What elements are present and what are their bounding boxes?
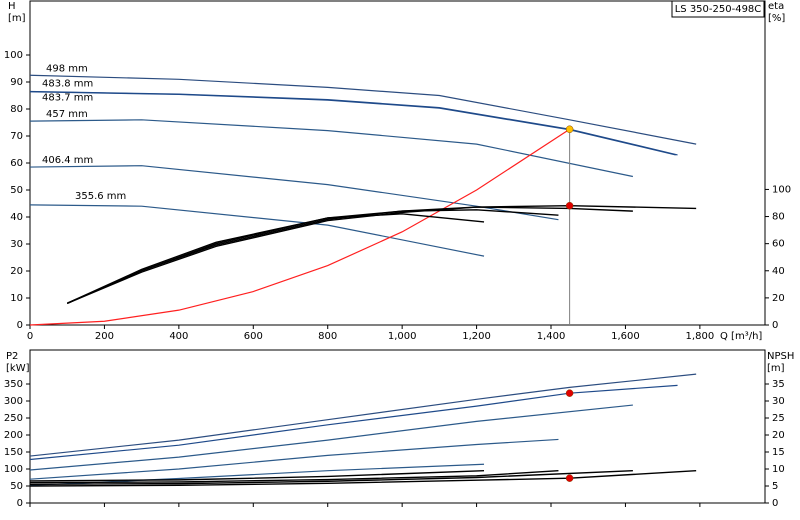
x-tick-label: 1,800: [686, 331, 715, 342]
curve: [29, 404, 633, 471]
curve: [29, 91, 676, 156]
y-tick-label: 50: [10, 481, 23, 492]
y-unit: [m]: [8, 13, 26, 24]
y2-tick-label: 60: [772, 239, 785, 250]
y2-tick-label: 100: [772, 184, 791, 195]
curve-label: 457 mm: [46, 109, 88, 120]
curve: [29, 470, 697, 487]
y-tick-label: 90: [10, 77, 23, 88]
y2-tick-label: 0: [772, 498, 778, 509]
duty-point: [565, 125, 574, 133]
y-tick-label: 60: [10, 158, 23, 169]
x-tick-label: 400: [169, 331, 188, 342]
curve: [29, 470, 633, 485]
y-label: P2: [6, 351, 18, 362]
curve: [29, 470, 559, 484]
y2-unit: [%]: [768, 13, 785, 24]
curve: [29, 204, 485, 257]
y-tick-label: 40: [10, 212, 23, 223]
curve: [29, 119, 634, 178]
duty-point: [565, 201, 574, 210]
y-tick-label: 150: [4, 447, 23, 458]
curve-label: 483.8 mm: [42, 78, 93, 89]
x-tick-label: 600: [244, 331, 263, 342]
x-tick-label: 1,200: [462, 331, 491, 342]
y2-label: eta: [768, 1, 784, 12]
y-tick-label: 200: [4, 430, 23, 441]
x-tick-label: 0: [27, 331, 33, 342]
y-tick-label: 350: [4, 379, 23, 390]
y2-tick-label: 5: [772, 481, 778, 492]
plot-frame: [29, 0, 766, 326]
y2-tick-label: 30: [772, 396, 785, 407]
duty-point: [565, 389, 574, 397]
y2-unit: [m]: [767, 363, 785, 374]
curve: [29, 165, 559, 221]
x-tick-label: 200: [95, 331, 114, 342]
x-tick-label: 1,000: [388, 331, 417, 342]
y-tick-label: 0: [17, 498, 23, 509]
curve-label: 355.6 mm: [75, 191, 126, 202]
y2-tick-label: 35: [772, 379, 785, 390]
curve: [29, 438, 559, 480]
y-tick-label: 0: [17, 320, 23, 331]
curve-label: 498 mm: [46, 63, 88, 74]
x-tick-label: 1,400: [537, 331, 566, 342]
y-label: H: [8, 1, 16, 12]
y2-tick-label: 80: [772, 212, 785, 223]
y2-tick-label: 20: [772, 293, 785, 304]
plot-frame: [29, 349, 766, 504]
y-unit: [kW]: [6, 363, 30, 374]
x-label: Q [m³/h]: [720, 331, 762, 342]
y-tick-label: 70: [10, 131, 23, 142]
y2-tick-label: 20: [772, 430, 785, 441]
x-tick-label: 1,600: [611, 331, 640, 342]
y-tick-label: 20: [10, 266, 23, 277]
y2-tick-label: 10: [772, 464, 785, 475]
curve: [29, 74, 697, 145]
y-tick-label: 30: [10, 239, 23, 250]
curve-label: 483.7 mm: [42, 93, 93, 104]
y2-tick-label: 25: [772, 413, 785, 424]
y-tick-label: 50: [10, 185, 23, 196]
y2-tick-label: 40: [772, 266, 785, 277]
curve: [29, 128, 570, 326]
curve: [66, 205, 697, 304]
y-tick-label: 80: [10, 104, 23, 115]
y2-tick-label: 15: [772, 447, 785, 458]
y-tick-label: 100: [4, 50, 23, 61]
y-tick-label: 100: [4, 464, 23, 475]
y-tick-label: 10: [10, 293, 23, 304]
curve: [29, 470, 485, 482]
y2-tick-label: 0: [772, 320, 778, 331]
x-tick-label: 800: [318, 331, 337, 342]
curve: [66, 213, 485, 304]
chart-title: LS 350-250-498C: [675, 4, 762, 15]
curve: [29, 373, 697, 457]
duty-point: [565, 474, 574, 482]
y-tick-label: 300: [4, 396, 23, 407]
curve-label: 406.4 mm: [42, 155, 93, 166]
curve: [29, 384, 678, 461]
y-tick-label: 250: [4, 413, 23, 424]
y2-label: NPSH: [767, 351, 794, 362]
curve: [29, 90, 678, 156]
